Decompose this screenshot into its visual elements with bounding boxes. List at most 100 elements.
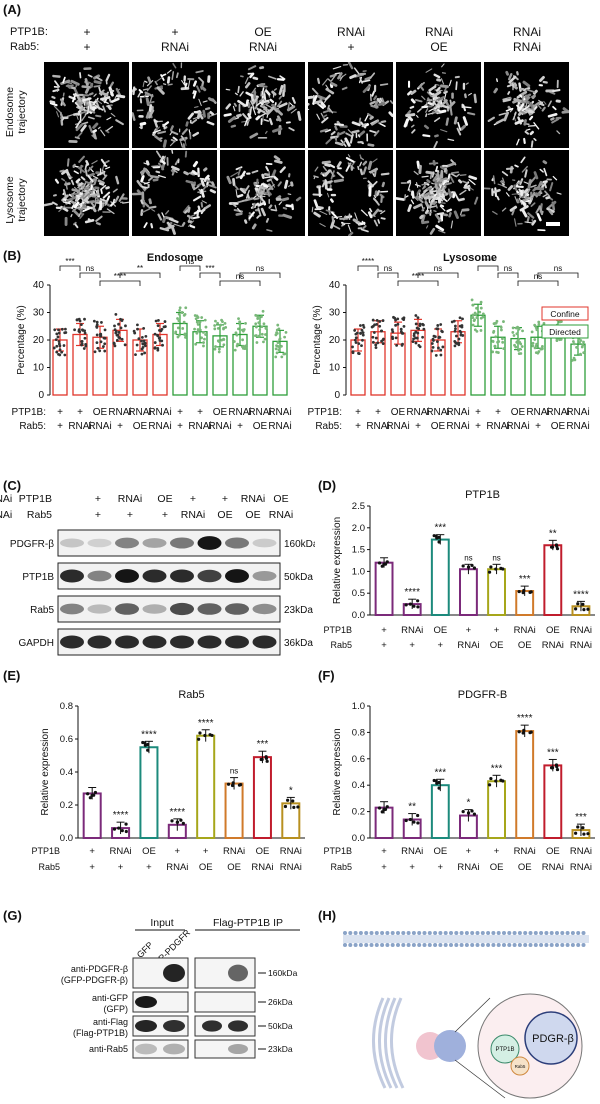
membrane-head: [449, 931, 453, 935]
sig-bracket: [417, 272, 459, 278]
sig-label: ****: [170, 807, 186, 818]
membrane-head: [464, 943, 469, 947]
sig-label: ****: [482, 257, 494, 266]
membrane-head: [427, 943, 432, 947]
data-point: [439, 348, 443, 352]
data-point: [491, 350, 495, 354]
data-point: [535, 328, 539, 332]
data-point: [280, 344, 283, 348]
antibody-sub: (GFP-PDGFR-β): [61, 975, 128, 985]
data-point: [120, 829, 124, 833]
chart-title: Rab5: [178, 689, 204, 701]
data-point: [408, 817, 412, 822]
data-point: [371, 340, 375, 344]
data-point: [95, 323, 99, 327]
data-point: [391, 330, 395, 334]
x-label: RNAi: [166, 862, 188, 873]
data-point: [216, 339, 220, 343]
chart-title: PDGFR-B: [458, 689, 508, 701]
band-kda: 23kDa: [284, 605, 313, 616]
data-point: [183, 333, 187, 337]
data-point: [558, 320, 562, 324]
x-label: RNAi: [386, 421, 409, 432]
data-point: [195, 320, 199, 324]
membrane-head: [528, 943, 533, 947]
data-point: [535, 342, 539, 346]
micrograph-image: [220, 150, 305, 236]
panel-c-label: (C): [3, 478, 22, 493]
data-point: [136, 323, 139, 327]
data-point: [511, 331, 515, 334]
sig-bracket: [199, 272, 221, 278]
data-point: [78, 319, 82, 323]
data-point: [385, 560, 389, 564]
x-label: +: [415, 421, 421, 432]
data-point: [489, 565, 493, 569]
x-label: OE: [431, 421, 446, 432]
band: [60, 569, 84, 583]
data-point: [497, 340, 501, 343]
band: [135, 1043, 157, 1055]
data-point: [117, 330, 121, 334]
data-point: [499, 325, 503, 329]
data-point: [175, 820, 180, 824]
membrane-head: [348, 931, 353, 935]
micrograph-image: [308, 150, 393, 236]
data-point: [140, 352, 144, 356]
x-label: +: [175, 846, 181, 857]
data-point: [198, 320, 202, 324]
pdgfr-circle: [524, 1011, 578, 1065]
data-point: [516, 339, 520, 343]
membrane-head: [369, 931, 374, 935]
kda-label: 50kDa: [268, 1021, 293, 1031]
y-tick-label: 0.0: [352, 610, 365, 621]
data-point: [88, 796, 92, 800]
data-point: [235, 333, 239, 337]
chart-title: PTP1B: [465, 489, 500, 501]
sig-label: ns: [434, 264, 442, 273]
data-point: [184, 306, 188, 310]
data-point: [202, 344, 205, 348]
x-label: OE: [518, 862, 532, 873]
data-point: [571, 340, 575, 343]
sig-bracket: [239, 272, 281, 278]
membrane-head: [502, 931, 506, 935]
x-label: RNAi: [148, 407, 171, 418]
data-point: [416, 316, 420, 320]
data-point: [354, 336, 358, 340]
panel-a-condition: +: [83, 25, 91, 39]
data-point: [100, 321, 103, 324]
data-point: [140, 339, 143, 343]
membrane-head: [565, 943, 570, 947]
membrane-head: [374, 943, 379, 947]
bar: [196, 734, 216, 839]
row-label: Rab5: [27, 509, 52, 521]
data-point: [198, 328, 202, 332]
data-point: [466, 565, 471, 569]
data-point: [231, 781, 235, 785]
data-point: [79, 323, 83, 327]
data-point: [178, 309, 181, 312]
data-point: [292, 805, 296, 809]
data-point: [414, 314, 418, 317]
x-label: RNAi: [406, 407, 429, 418]
band: [225, 603, 249, 615]
x-label: RNAi: [457, 640, 479, 651]
x-label: OE: [546, 846, 560, 857]
x-label: OE: [433, 625, 447, 636]
membrane-head: [507, 943, 512, 947]
data-point: [200, 336, 204, 340]
data-point: [458, 324, 462, 328]
membrane-head: [533, 931, 538, 935]
data-point: [55, 344, 59, 348]
data-point: [582, 832, 586, 836]
data-point: [196, 329, 200, 333]
data-point: [117, 322, 120, 326]
data-point: [276, 344, 280, 348]
data-point: [197, 737, 201, 741]
data-point: [160, 327, 164, 331]
data-point: [416, 821, 420, 825]
data-point: [408, 602, 412, 606]
panel-a-condition: RNAi: [248, 40, 277, 54]
data-point: [55, 332, 59, 336]
